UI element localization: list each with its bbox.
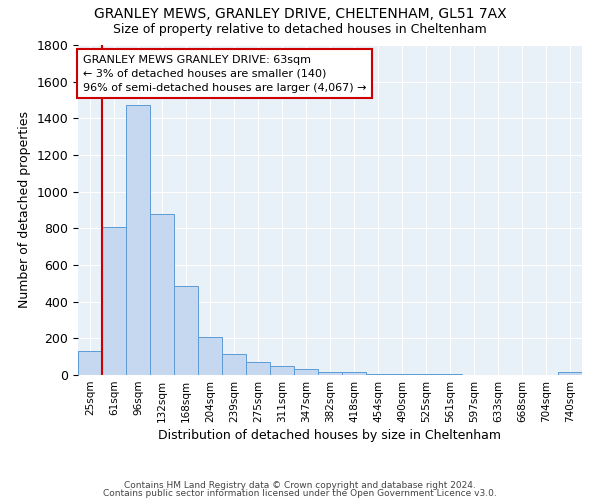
- Text: GRANLEY MEWS, GRANLEY DRIVE, CHELTENHAM, GL51 7AX: GRANLEY MEWS, GRANLEY DRIVE, CHELTENHAM,…: [94, 8, 506, 22]
- Text: Contains HM Land Registry data © Crown copyright and database right 2024.: Contains HM Land Registry data © Crown c…: [124, 481, 476, 490]
- Bar: [150, 214, 174, 375]
- Y-axis label: Number of detached properties: Number of detached properties: [18, 112, 31, 308]
- Bar: [342, 372, 366, 375]
- Bar: [222, 354, 246, 375]
- Text: Size of property relative to detached houses in Cheltenham: Size of property relative to detached ho…: [113, 22, 487, 36]
- Bar: [78, 351, 102, 375]
- Bar: [270, 366, 294, 375]
- Bar: [102, 228, 126, 375]
- Bar: [174, 286, 198, 375]
- Bar: [294, 369, 318, 375]
- Bar: [198, 338, 222, 375]
- Bar: [318, 372, 342, 375]
- Bar: [390, 374, 414, 375]
- Bar: [438, 374, 462, 375]
- Text: Contains public sector information licensed under the Open Government Licence v3: Contains public sector information licen…: [103, 488, 497, 498]
- Bar: [126, 104, 150, 375]
- Bar: [414, 374, 438, 375]
- Bar: [246, 362, 270, 375]
- Bar: [366, 374, 390, 375]
- Bar: [558, 372, 582, 375]
- X-axis label: Distribution of detached houses by size in Cheltenham: Distribution of detached houses by size …: [158, 429, 502, 442]
- Text: GRANLEY MEWS GRANLEY DRIVE: 63sqm
← 3% of detached houses are smaller (140)
96% : GRANLEY MEWS GRANLEY DRIVE: 63sqm ← 3% o…: [83, 55, 367, 93]
